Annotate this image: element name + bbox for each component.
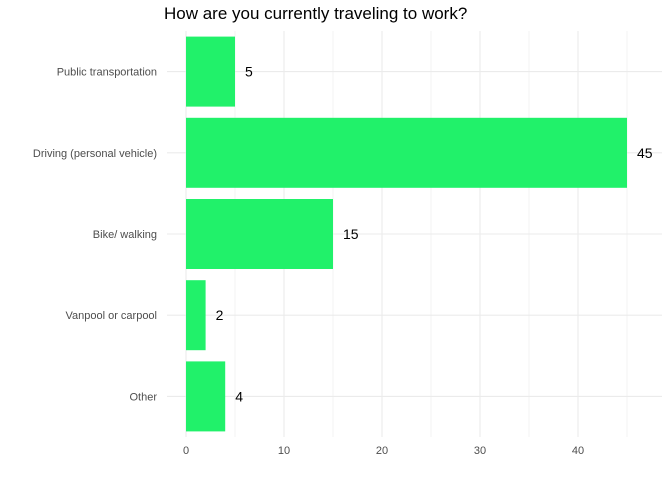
bar	[186, 117, 627, 188]
data-label: 5	[245, 64, 253, 80]
data-label: 4	[235, 388, 243, 404]
data-label: 15	[343, 226, 359, 242]
x-tick-label: 40	[572, 445, 584, 457]
x-tick-label: 20	[376, 445, 388, 457]
x-tick-label: 30	[474, 445, 486, 457]
category-label: Driving (personal vehicle)	[33, 148, 157, 160]
bar	[186, 280, 206, 351]
bar-layer	[186, 36, 627, 432]
chart-title: How are you currently traveling to work?	[164, 4, 468, 23]
category-label: Public transportation	[57, 67, 157, 79]
label-layer: Public transportation 5 Driving (personal …	[33, 64, 653, 457]
bar	[186, 199, 333, 269]
x-tick-label: 10	[278, 445, 290, 457]
bar	[186, 36, 235, 107]
category-label: Other	[129, 391, 157, 403]
data-label: 2	[216, 307, 224, 323]
data-label: 45	[637, 145, 653, 161]
bar	[186, 361, 226, 432]
category-label: Vanpool or carpool	[65, 310, 157, 322]
category-label: Bike/ walking	[93, 229, 157, 241]
x-tick-label: 0	[183, 445, 189, 457]
